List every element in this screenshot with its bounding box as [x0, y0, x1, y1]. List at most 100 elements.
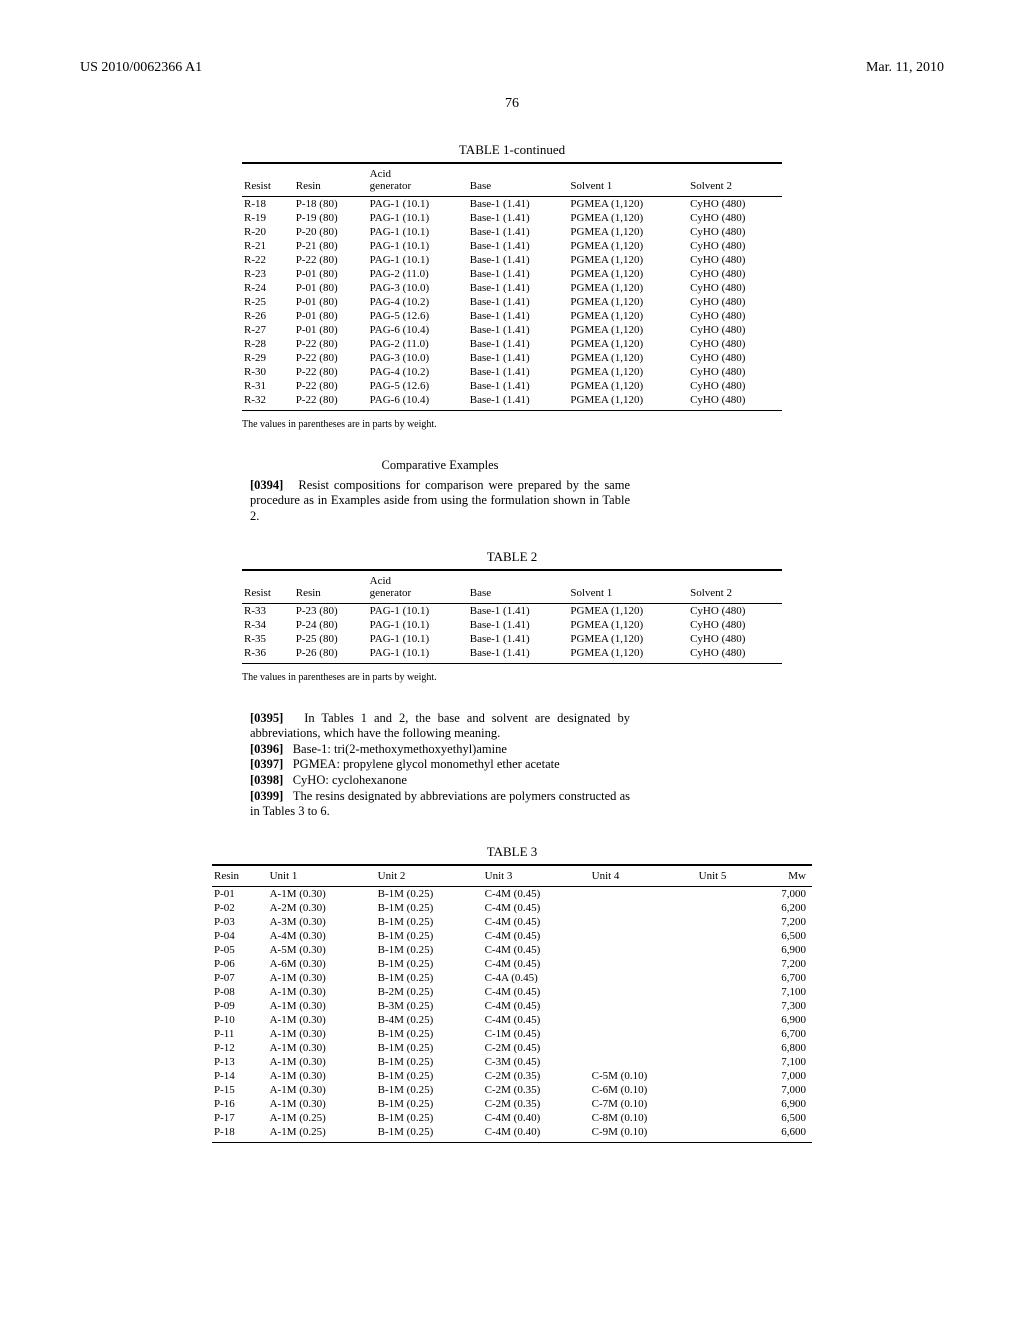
cell: P-10 [212, 1013, 268, 1027]
cell: PAG-5 (12.6) [368, 309, 468, 323]
para-0395-text: In Tables 1 and 2, the base and solvent … [250, 711, 630, 741]
cell: P-15 [212, 1083, 268, 1097]
cell [590, 943, 697, 957]
cell [697, 1027, 757, 1041]
cell: P-01 (80) [294, 309, 368, 323]
cell: P-18 (80) [294, 197, 368, 212]
cell: P-06 [212, 957, 268, 971]
cell: PAG-1 (10.1) [368, 618, 468, 632]
cell: B-1M (0.25) [376, 1041, 483, 1055]
cell: R-28 [242, 337, 294, 351]
cell: P-03 [212, 915, 268, 929]
cell: B-1M (0.25) [376, 1097, 483, 1111]
para-0397-text: PGMEA: propylene glycol monomethyl ether… [293, 757, 560, 771]
table-row: P-08A-1M (0.30)B-2M (0.25)C-4M (0.45)7,1… [212, 985, 812, 999]
cell [590, 1041, 697, 1055]
cell: C-2M (0.35) [483, 1097, 590, 1111]
cell [697, 901, 757, 915]
cell: CyHO (480) [688, 618, 782, 632]
cell: PGMEA (1,120) [568, 337, 688, 351]
table2-title: TABLE 2 [242, 549, 782, 565]
cell: C-4M (0.45) [483, 901, 590, 915]
cell: C-8M (0.10) [590, 1111, 697, 1125]
cell: 6,800 [757, 1041, 812, 1055]
table-row: R-33P-23 (80)PAG-1 (10.1)Base-1 (1.41)PG… [242, 603, 782, 618]
table-row: R-31P-22 (80)PAG-5 (12.6)Base-1 (1.41)PG… [242, 379, 782, 393]
cell: C-4M (0.45) [483, 985, 590, 999]
cell: R-33 [242, 603, 294, 618]
column-header: Unit 2 [376, 865, 483, 887]
cell: Base-1 (1.41) [468, 603, 569, 618]
cell: C-2M (0.45) [483, 1041, 590, 1055]
cell: CyHO (480) [688, 393, 782, 411]
table-row: P-17A-1M (0.25)B-1M (0.25)C-4M (0.40)C-8… [212, 1111, 812, 1125]
column-header: Solvent 1 [568, 570, 688, 604]
table1-block: TABLE 1-continued ResistResinAcidgenerat… [242, 142, 782, 411]
cell: P-12 [212, 1041, 268, 1055]
cell: C-2M (0.35) [483, 1069, 590, 1083]
cell: 6,500 [757, 1111, 812, 1125]
cell: A-1M (0.30) [268, 1041, 376, 1055]
cell: Base-1 (1.41) [468, 337, 569, 351]
cell: PGMEA (1,120) [568, 393, 688, 411]
column-header: Unit 4 [590, 865, 697, 887]
para-0394-num: [0394] [250, 478, 283, 492]
cell: P-08 [212, 985, 268, 999]
cell: C-4M (0.45) [483, 886, 590, 901]
table2-block: TABLE 2 ResistResinAcidgeneratorBaseSolv… [242, 549, 782, 664]
para-0399-num: [0399] [250, 789, 283, 803]
table-row: R-27P-01 (80)PAG-6 (10.4)Base-1 (1.41)PG… [242, 323, 782, 337]
cell: R-36 [242, 646, 294, 664]
cell: P-11 [212, 1027, 268, 1041]
cell: PAG-1 (10.1) [368, 239, 468, 253]
cell: PAG-3 (10.0) [368, 351, 468, 365]
cell: Base-1 (1.41) [468, 351, 569, 365]
cell: R-30 [242, 365, 294, 379]
table-row: P-16A-1M (0.30)B-1M (0.25)C-2M (0.35)C-7… [212, 1097, 812, 1111]
cell: R-25 [242, 295, 294, 309]
cell: C-4M (0.45) [483, 999, 590, 1013]
cell: R-26 [242, 309, 294, 323]
cell: P-20 (80) [294, 225, 368, 239]
cell: P-13 [212, 1055, 268, 1069]
table-row: P-05A-5M (0.30)B-1M (0.25)C-4M (0.45)6,9… [212, 943, 812, 957]
header-left: US 2010/0062366 A1 [80, 60, 202, 76]
cell [590, 999, 697, 1013]
table-row: R-32P-22 (80)PAG-6 (10.4)Base-1 (1.41)PG… [242, 393, 782, 411]
column-header: Solvent 1 [568, 163, 688, 197]
cell [590, 901, 697, 915]
table-row: R-19P-19 (80)PAG-1 (10.1)Base-1 (1.41)PG… [242, 211, 782, 225]
table-row: P-18A-1M (0.25)B-1M (0.25)C-4M (0.40)C-9… [212, 1125, 812, 1143]
cell: B-1M (0.25) [376, 901, 483, 915]
cell: Base-1 (1.41) [468, 197, 569, 212]
cell: A-2M (0.30) [268, 901, 376, 915]
cell: PGMEA (1,120) [568, 281, 688, 295]
table-row: P-01A-1M (0.30)B-1M (0.25)C-4M (0.45)7,0… [212, 886, 812, 901]
table-row: R-18P-18 (80)PAG-1 (10.1)Base-1 (1.41)PG… [242, 197, 782, 212]
table-row: P-11A-1M (0.30)B-1M (0.25)C-1M (0.45)6,7… [212, 1027, 812, 1041]
cell [590, 1055, 697, 1069]
comparative-block: Comparative Examples [0394] Resist compo… [250, 458, 630, 525]
cell: P-19 (80) [294, 211, 368, 225]
cell: PGMEA (1,120) [568, 646, 688, 664]
table-row: R-25P-01 (80)PAG-4 (10.2)Base-1 (1.41)PG… [242, 295, 782, 309]
cell: B-2M (0.25) [376, 985, 483, 999]
cell: PGMEA (1,120) [568, 351, 688, 365]
cell: P-01 (80) [294, 281, 368, 295]
column-header: Base [468, 163, 569, 197]
cell [697, 1069, 757, 1083]
defs-block: [0395] In Tables 1 and 2, the base and s… [250, 711, 630, 820]
cell: B-1M (0.25) [376, 915, 483, 929]
cell: P-22 (80) [294, 379, 368, 393]
cell: Base-1 (1.41) [468, 267, 569, 281]
column-header: Solvent 2 [688, 570, 782, 604]
table-row: P-09A-1M (0.30)B-3M (0.25)C-4M (0.45)7,3… [212, 999, 812, 1013]
cell [590, 985, 697, 999]
page-header: US 2010/0062366 A1 Mar. 11, 2010 [80, 60, 944, 76]
cell: PAG-2 (11.0) [368, 337, 468, 351]
cell: Base-1 (1.41) [468, 281, 569, 295]
cell: C-4A (0.45) [483, 971, 590, 985]
table3: ResinUnit 1Unit 2Unit 3Unit 4Unit 5Mw P-… [212, 864, 812, 1143]
table-row: R-34P-24 (80)PAG-1 (10.1)Base-1 (1.41)PG… [242, 618, 782, 632]
cell: R-18 [242, 197, 294, 212]
